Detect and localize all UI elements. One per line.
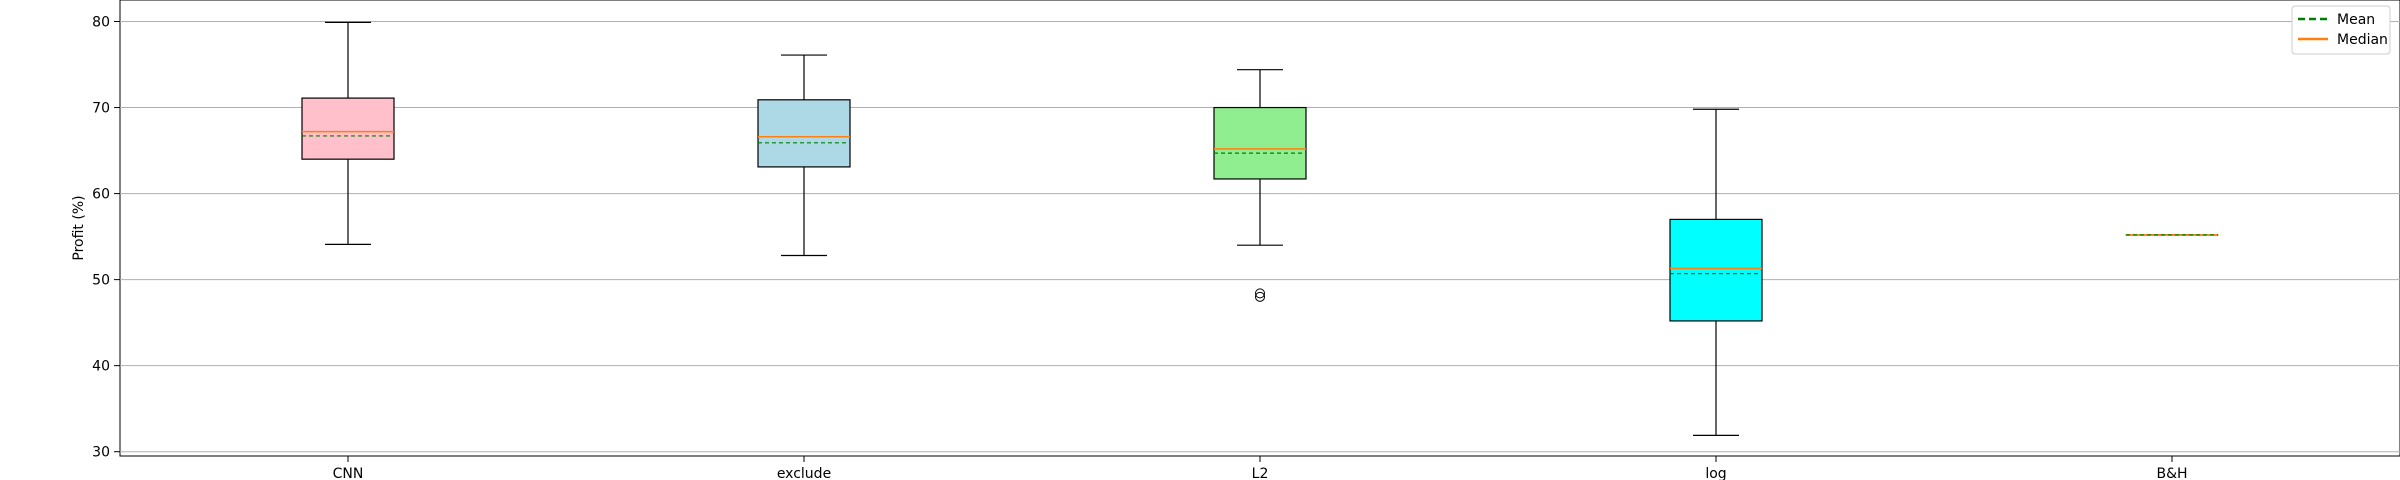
x-tick-label: exclude xyxy=(777,466,831,480)
x-tick-label: log xyxy=(1705,466,1726,480)
y-tick-label: 70 xyxy=(92,101,110,117)
box-iqr xyxy=(1213,106,1307,180)
y-tick-label: 50 xyxy=(92,273,110,289)
box-group-cnn xyxy=(301,21,395,245)
y-tick-label: 60 xyxy=(92,187,110,203)
box-iqr xyxy=(1669,218,1763,322)
grid-lines xyxy=(120,21,2400,453)
x-axis-ticks: CNN exclude L2 log B&H xyxy=(333,456,2188,480)
box-group-log xyxy=(1669,108,1763,436)
legend-frame xyxy=(2291,5,2391,55)
outlier-point xyxy=(1255,291,1265,302)
legend-mean-label: Mean xyxy=(2337,12,2375,28)
box-group-l2 xyxy=(1213,69,1307,302)
box-iqr xyxy=(757,99,851,168)
y-tick-label: 40 xyxy=(92,359,110,375)
x-tick-label: B&H xyxy=(2156,466,2187,480)
x-tick-label: L2 xyxy=(1252,466,1269,480)
box-group-b-h xyxy=(2125,234,2219,236)
box-iqr xyxy=(301,97,395,160)
x-tick-label: CNN xyxy=(333,466,364,480)
legend: Mean Median xyxy=(2291,5,2391,55)
y-tick-label: 30 xyxy=(92,445,110,461)
y-axis-label: Profit (%) xyxy=(71,195,87,260)
legend-median-label: Median xyxy=(2337,32,2388,48)
y-axis-ticks: 30 40 50 60 70 80 xyxy=(92,15,120,461)
box-group-exclude xyxy=(757,54,851,257)
boxes xyxy=(301,21,2219,436)
outlier-point xyxy=(1255,288,1265,299)
y-tick-label: 80 xyxy=(92,15,110,31)
